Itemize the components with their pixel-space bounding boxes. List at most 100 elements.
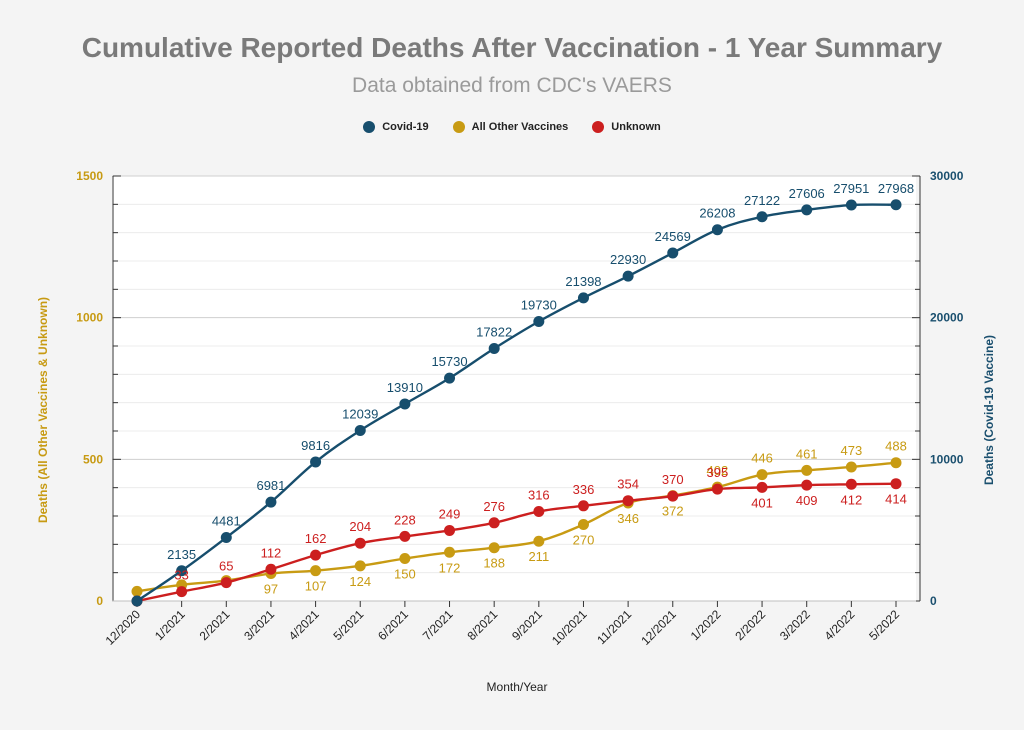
x-tick-label: 4/2022 bbox=[822, 607, 858, 643]
data-point-all-other-vaccines bbox=[354, 560, 366, 572]
data-point-covid-19 bbox=[310, 456, 322, 468]
data-point-all-other-vaccines bbox=[444, 546, 456, 558]
data-point-covid-19 bbox=[667, 247, 679, 259]
data-point-covid-19 bbox=[265, 496, 277, 508]
data-point-unknown bbox=[801, 479, 813, 491]
y-axis-title-right: Deaths (Covid-19 Vaccine) bbox=[982, 335, 996, 485]
data-point-covid-19 bbox=[801, 204, 813, 216]
data-label-all-other-vaccines: 372 bbox=[662, 504, 684, 519]
data-point-covid-19 bbox=[131, 595, 143, 607]
legend-item-covid[interactable]: Covid-19 bbox=[363, 121, 429, 133]
data-point-covid-19 bbox=[444, 372, 456, 384]
data-label-covid-19: 27122 bbox=[744, 193, 780, 208]
data-label-all-other-vaccines: 188 bbox=[483, 556, 505, 571]
data-point-unknown bbox=[845, 478, 857, 490]
data-point-covid-19 bbox=[176, 565, 188, 577]
x-tick-label: 8/2021 bbox=[464, 607, 500, 643]
y-axis-title-left: Deaths (All Other Vaccines & Unknown) bbox=[36, 297, 50, 523]
data-label-unknown: 33 bbox=[174, 568, 188, 583]
y-tick-label-left: 1500 bbox=[76, 169, 103, 183]
legend-label-unknown: Unknown bbox=[611, 121, 661, 133]
legend-label-covid: Covid-19 bbox=[382, 121, 429, 133]
data-point-unknown bbox=[890, 478, 902, 490]
data-point-covid-19 bbox=[845, 199, 857, 211]
legend-marker-other bbox=[452, 121, 465, 133]
data-point-unknown bbox=[756, 481, 768, 493]
data-label-unknown: 414 bbox=[885, 492, 907, 507]
y-tick-label-right: 20000 bbox=[930, 311, 964, 325]
data-label-unknown: 276 bbox=[483, 499, 505, 514]
data-point-covid-19 bbox=[577, 292, 589, 304]
x-tick-label: 10/2021 bbox=[549, 607, 590, 648]
x-tick-label: 3/2021 bbox=[241, 607, 277, 643]
data-label-covid-19: 27606 bbox=[789, 186, 825, 201]
x-tick-label: 3/2022 bbox=[777, 607, 813, 643]
data-point-all-other-vaccines bbox=[399, 553, 411, 564]
chart-title: Cumulative Reported Deaths After Vaccina… bbox=[81, 32, 943, 63]
data-label-unknown: 412 bbox=[841, 492, 863, 507]
legend-marker-unknown bbox=[592, 121, 605, 133]
x-tick-label: 9/2021 bbox=[509, 607, 545, 643]
x-tick-label: 12/2021 bbox=[638, 607, 679, 648]
data-label-covid-19: 26208 bbox=[699, 206, 735, 221]
data-label-covid-19: 12039 bbox=[342, 406, 378, 421]
data-label-all-other-vaccines: 107 bbox=[305, 579, 327, 594]
data-label-all-other-vaccines: 446 bbox=[751, 451, 773, 466]
y-tick-label-right: 0 bbox=[930, 594, 937, 608]
data-point-all-other-vaccines bbox=[131, 585, 143, 597]
data-point-unknown bbox=[265, 563, 277, 575]
data-label-unknown: 401 bbox=[751, 495, 773, 510]
y-tick-label-right: 30000 bbox=[930, 169, 964, 183]
data-label-unknown: 228 bbox=[394, 512, 416, 527]
data-point-covid-19 bbox=[488, 343, 500, 355]
legend-item-other[interactable]: All Other Vaccines bbox=[452, 121, 568, 133]
data-label-all-other-vaccines: 172 bbox=[439, 560, 461, 575]
data-label-all-other-vaccines: 124 bbox=[349, 574, 371, 589]
data-label-unknown: 336 bbox=[573, 482, 595, 497]
data-point-covid-19 bbox=[399, 398, 411, 410]
legend-item-unknown[interactable]: Unknown bbox=[592, 121, 661, 133]
x-tick-label: 1/2022 bbox=[688, 607, 724, 643]
data-label-unknown: 370 bbox=[662, 472, 684, 487]
data-point-unknown bbox=[667, 490, 679, 502]
data-point-all-other-vaccines bbox=[801, 464, 813, 476]
data-label-unknown: 204 bbox=[349, 519, 371, 534]
data-label-covid-19: 4481 bbox=[212, 514, 241, 529]
data-label-unknown: 354 bbox=[617, 477, 639, 492]
data-point-covid-19 bbox=[890, 199, 902, 211]
x-tick-label: 4/2021 bbox=[286, 607, 322, 643]
data-point-covid-19 bbox=[533, 315, 545, 327]
data-label-covid-19: 24569 bbox=[655, 229, 691, 244]
data-point-covid-19 bbox=[220, 532, 232, 544]
data-point-covid-19 bbox=[354, 424, 366, 436]
data-label-covid-19: 19730 bbox=[521, 297, 557, 312]
data-point-all-other-vaccines bbox=[310, 565, 322, 577]
data-label-all-other-vaccines: 211 bbox=[528, 549, 549, 564]
data-label-covid-19: 22930 bbox=[610, 252, 646, 267]
x-tick-label: 5/2022 bbox=[866, 607, 902, 643]
data-label-unknown: 65 bbox=[219, 559, 233, 574]
x-tick-label: 12/2020 bbox=[103, 607, 144, 648]
x-tick-label: 7/2021 bbox=[420, 607, 456, 643]
y-tick-label-left: 500 bbox=[83, 452, 103, 466]
data-point-covid-19 bbox=[756, 211, 768, 223]
data-point-all-other-vaccines bbox=[533, 535, 545, 547]
data-point-covid-19 bbox=[622, 270, 634, 282]
data-label-all-other-vaccines: 402 bbox=[707, 463, 729, 478]
data-label-covid-19: 27968 bbox=[878, 181, 914, 196]
y-tick-label-left: 1000 bbox=[76, 311, 103, 325]
data-label-covid-19: 6981 bbox=[256, 478, 285, 493]
x-tick-label: 11/2021 bbox=[594, 607, 634, 647]
gridlines bbox=[112, 175, 920, 602]
data-label-unknown: 162 bbox=[305, 531, 327, 546]
x-axis-title: Month/Year bbox=[487, 680, 548, 694]
plot-background bbox=[112, 176, 916, 601]
data-label-all-other-vaccines: 346 bbox=[617, 511, 639, 526]
data-point-unknown bbox=[399, 530, 411, 542]
legend: Covid-19 All Other Vaccines Unknown bbox=[0, 121, 1024, 133]
data-label-all-other-vaccines: 461 bbox=[796, 446, 818, 461]
x-tick-label: 6/2021 bbox=[375, 607, 411, 643]
data-point-covid-19 bbox=[711, 224, 723, 236]
